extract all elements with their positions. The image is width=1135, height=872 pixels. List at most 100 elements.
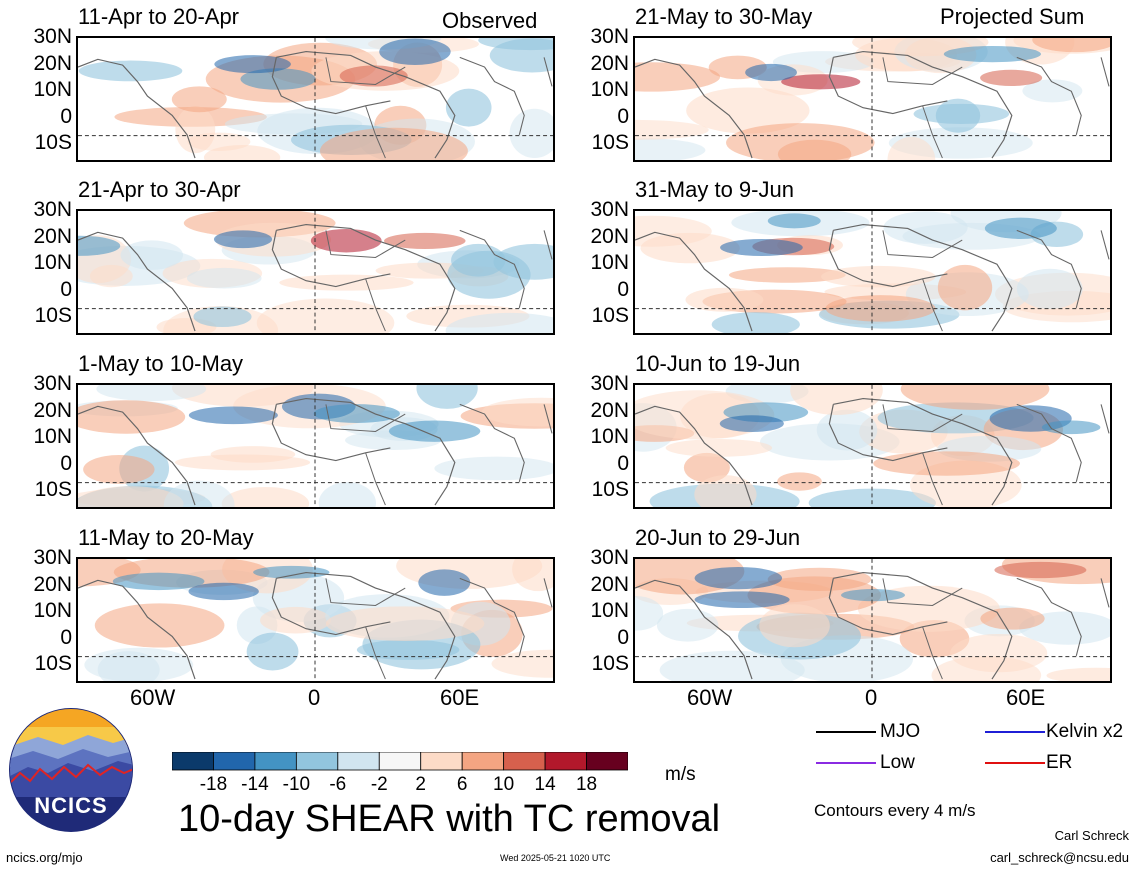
- colorbar-tick-label: -2: [370, 774, 388, 795]
- lat-label: 20N: [590, 51, 629, 75]
- ncics-logo: NCICS: [8, 707, 134, 833]
- lat-label: 30N: [590, 25, 629, 48]
- column-label-observed: Observed: [442, 8, 538, 33]
- lon-label-0: 0: [865, 685, 878, 710]
- shear-map: [633, 383, 1112, 509]
- colorbar-tick-label: 6: [456, 774, 468, 795]
- lat-label: 10N: [33, 425, 72, 448]
- panel-title: 11-Apr to 20-Apr: [78, 4, 240, 29]
- lat-label: 10N: [33, 251, 72, 274]
- colorbar-tick-label: 10: [493, 774, 515, 795]
- lon-label-60e: 60E: [1006, 685, 1046, 710]
- lon-label-60w: 60W: [687, 685, 733, 710]
- lat-label: 30N: [33, 372, 72, 395]
- colorbar-tick-label: -14: [241, 774, 269, 795]
- shear-map: [76, 209, 555, 335]
- lat-label: 20N: [33, 224, 72, 248]
- legend-line-er: [985, 762, 1045, 764]
- lat-label: 10N: [33, 599, 72, 622]
- lat-label: 20N: [590, 398, 629, 422]
- lat-label: 20N: [33, 398, 72, 422]
- lat-label: 0: [617, 104, 629, 128]
- lat-label: 0: [617, 625, 629, 649]
- colorbar-swatch: [254, 752, 297, 771]
- lat-label: 20N: [590, 572, 629, 596]
- lat-label: 0: [60, 104, 72, 128]
- shear-map: [633, 557, 1112, 683]
- colorbar-swatch: [586, 752, 628, 771]
- panel-title: 10-Jun to 19-Jun: [635, 351, 801, 376]
- footer-url: ncics.org/mjo: [6, 850, 83, 865]
- footer-email: carl_schreck@ncsu.edu: [990, 850, 1129, 865]
- lat-label: 10S: [34, 478, 72, 501]
- legend-line-low: [816, 762, 876, 764]
- footer-author: Carl Schreck: [1054, 828, 1129, 843]
- panel-title: 31-May to 9-Jun: [635, 177, 794, 202]
- colorbar-swatch: [295, 752, 339, 771]
- lat-label: 0: [60, 625, 72, 649]
- column-label-projected: Projected Sum: [940, 4, 1085, 29]
- colorbar-tick-label: 18: [575, 774, 598, 795]
- lat-label: 10N: [33, 78, 72, 101]
- lat-label: 20N: [33, 51, 72, 75]
- shear-map: [76, 383, 555, 509]
- colorbar-swatch: [461, 752, 505, 771]
- colorbar-tick-label: -6: [329, 774, 347, 795]
- colorbar-swatch: [172, 752, 214, 771]
- colorbar-swatch: [420, 752, 463, 771]
- lon-label-60w: 60W: [130, 685, 176, 710]
- lat-label: 10N: [590, 599, 629, 622]
- lat-label: 10S: [591, 131, 629, 154]
- footer-timestamp: Wed 2025-05-21 1020 UTC: [500, 853, 611, 863]
- legend-line-mjo: [816, 731, 876, 733]
- panel-title: 21-Apr to 30-Apr: [78, 177, 241, 202]
- lat-label: 30N: [590, 372, 629, 395]
- contour-note: Contours every 4 m/s: [814, 801, 976, 820]
- shear-map: [76, 36, 555, 162]
- legend-label-low: Low: [880, 752, 915, 773]
- lat-label: 10S: [591, 304, 629, 327]
- lat-label: 0: [617, 277, 629, 301]
- lat-label: 0: [60, 277, 72, 301]
- colorbar-tick-label: 14: [534, 774, 556, 795]
- figure-title: 10-day SHEAR with TC removal: [178, 798, 721, 840]
- colorbar-tick-label: -18: [199, 774, 228, 795]
- panel-title: 20-Jun to 29-Jun: [635, 525, 801, 550]
- lat-label: 30N: [33, 25, 72, 48]
- lon-label-0: 0: [308, 685, 321, 710]
- legend-label-mjo: MJO: [880, 721, 921, 742]
- lat-label: 10S: [591, 478, 629, 501]
- legend-label-kelvin: Kelvin x2: [1046, 721, 1124, 742]
- shear-map: [633, 36, 1112, 162]
- lon-label-60e: 60E: [440, 685, 480, 710]
- lat-label: 10S: [591, 652, 629, 675]
- lat-label: 10N: [590, 425, 629, 448]
- panel-title: 21-May to 30-May: [635, 4, 813, 29]
- lat-label: 30N: [590, 546, 629, 569]
- lat-label: 30N: [590, 198, 629, 221]
- colorbar-swatches: [172, 752, 628, 771]
- colorbar-tick-label: -10: [282, 774, 311, 795]
- lat-label: 10N: [590, 251, 629, 274]
- logo-text: NCICS: [34, 793, 108, 818]
- lat-label: 0: [60, 451, 72, 475]
- shear-map: [76, 557, 555, 683]
- lat-label: 30N: [33, 198, 72, 221]
- lat-label: 10S: [34, 304, 72, 327]
- lat-label: 20N: [590, 224, 629, 248]
- legend-line-kelvin: [985, 731, 1045, 733]
- lat-label: 30N: [33, 546, 72, 569]
- shear-map: [633, 209, 1112, 335]
- lat-label: 0: [617, 451, 629, 475]
- colorbar-tick-label: 2: [415, 774, 426, 795]
- colorbar-units: m/s: [665, 764, 696, 785]
- colorbar-swatch: [503, 752, 546, 771]
- lat-label: 20N: [33, 572, 72, 596]
- lat-label: 10S: [34, 652, 72, 675]
- colorbar-swatch: [378, 752, 422, 771]
- colorbar-swatch: [337, 752, 380, 771]
- lat-label: 10S: [34, 131, 72, 154]
- legend-label-er: ER: [1046, 752, 1073, 773]
- panel-title: 11-May to 20-May: [78, 525, 254, 550]
- panel-title: 1-May to 10-May: [78, 351, 244, 376]
